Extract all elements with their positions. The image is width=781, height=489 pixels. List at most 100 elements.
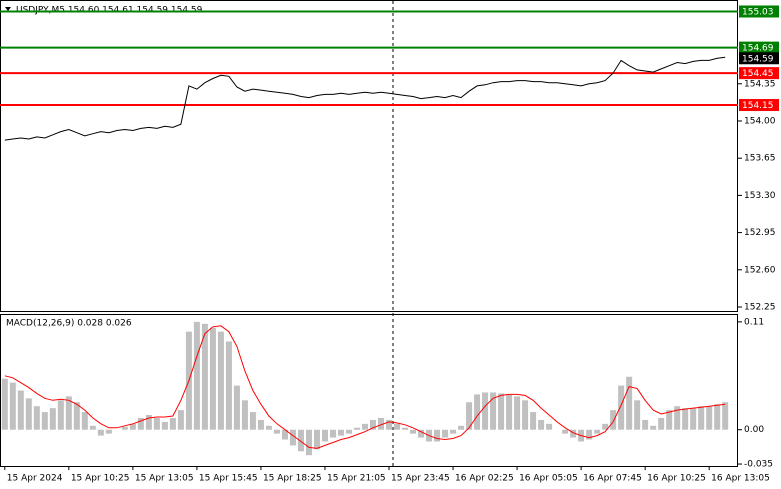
x-tick-label: 16 Apr 05:05 <box>519 474 578 484</box>
macd-bar <box>97 429 104 436</box>
macd-bar <box>418 429 425 438</box>
x-tick-label: 15 Apr 10:25 <box>71 474 130 484</box>
macd-bar <box>562 429 569 434</box>
macd-bar <box>434 429 441 442</box>
macd-bar <box>386 419 393 430</box>
macd-bar <box>442 429 449 438</box>
macd-panel-frame <box>0 314 738 467</box>
macd-bar <box>329 429 336 438</box>
price-label: 154.69 <box>742 44 774 54</box>
price-label: 155.03 <box>742 7 774 17</box>
macd-bar <box>642 419 649 430</box>
macd-bar <box>722 402 729 430</box>
macd-bar <box>9 382 16 430</box>
macd-bar <box>241 400 248 430</box>
macd-bar <box>370 419 377 430</box>
macd-bar <box>522 400 529 430</box>
y-tick-label: 0.11 <box>744 317 764 327</box>
macd-bar <box>618 385 625 430</box>
macd-bar <box>490 392 497 430</box>
macd-bar <box>305 429 312 456</box>
macd-bar <box>514 396 521 430</box>
macd-bar <box>321 429 328 442</box>
macd-bar <box>586 429 593 440</box>
macd-bar <box>161 421 168 430</box>
price-label: 154.59 <box>742 54 774 64</box>
macd-bar <box>666 410 673 430</box>
macd-bar <box>289 429 296 446</box>
y-tick-label: 152.60 <box>744 265 776 275</box>
macd-bar <box>610 410 617 430</box>
macd-bar <box>337 429 344 436</box>
macd-bar <box>265 425 272 430</box>
macd-title: MACD(12,26,9) 0.028 0.026 <box>6 319 132 329</box>
macd-bar <box>602 423 609 430</box>
macd-bar <box>353 427 360 430</box>
macd-bar <box>25 398 32 430</box>
x-tick-label: 16 Apr 07:45 <box>583 474 642 484</box>
x-tick-label: 15 Apr 18:25 <box>263 474 322 484</box>
macd-bar <box>1 378 8 430</box>
macd-bar <box>225 341 232 430</box>
macd-bar <box>137 417 144 430</box>
price-label: 154.15 <box>742 101 774 111</box>
y-tick-label: 154.00 <box>744 116 776 126</box>
macd-bar <box>153 417 160 430</box>
macd-bar <box>41 412 48 430</box>
macd-bar <box>658 417 665 430</box>
macd-bar <box>394 423 401 430</box>
macd-bar <box>345 429 352 434</box>
macd-bar <box>313 429 320 450</box>
y-tick-label: -0.035 <box>744 460 773 470</box>
macd-bar <box>201 323 208 430</box>
x-tick-label: 15 Apr 23:45 <box>391 474 450 484</box>
price-label-box <box>739 67 779 80</box>
macd-bar <box>506 394 513 430</box>
title-marker <box>5 7 11 11</box>
macd-bar <box>257 419 264 430</box>
macd-bar <box>73 402 80 430</box>
macd-bar <box>49 408 56 430</box>
x-tick-label: 16 Apr 10:25 <box>647 474 706 484</box>
macd-bar <box>169 417 176 430</box>
macd-bar <box>281 429 288 440</box>
y-tick-label: 152.25 <box>744 303 776 313</box>
price-panel-frame <box>0 0 738 312</box>
price-label-box <box>739 99 779 112</box>
macd-bar <box>690 408 697 430</box>
macd-bar <box>121 426 128 430</box>
macd-bar <box>458 425 465 430</box>
macd-bar <box>538 419 545 430</box>
macd-bar <box>474 394 481 430</box>
macd-bar <box>209 327 216 430</box>
price-label-box <box>739 41 779 54</box>
macd-bar <box>65 396 72 430</box>
macd-bar <box>402 427 409 430</box>
x-tick-label: 15 Apr 2024 <box>7 474 63 484</box>
macd-bar <box>193 321 200 430</box>
macd-bar <box>297 429 304 452</box>
macd-bar <box>177 410 184 430</box>
y-tick-label: 0.00 <box>744 425 764 435</box>
macd-bar <box>482 392 489 430</box>
macd-bar <box>217 331 224 430</box>
price-label: 154.45 <box>742 69 774 79</box>
macd-bar <box>105 429 112 434</box>
macd-bar <box>466 402 473 430</box>
x-tick-label: 15 Apr 13:05 <box>135 474 194 484</box>
macd-bar <box>546 423 553 430</box>
y-tick-label: 154.35 <box>744 79 776 89</box>
price-label-box <box>739 52 779 65</box>
price-label-box <box>739 5 779 18</box>
y-tick-label: 153.65 <box>744 154 776 164</box>
macd-bar <box>698 406 705 430</box>
macd-bar <box>273 429 280 434</box>
macd-bar <box>570 429 577 438</box>
macd-bar <box>682 408 689 430</box>
x-tick-label: 15 Apr 21:05 <box>327 474 386 484</box>
macd-bar <box>33 406 40 430</box>
macd-bar <box>634 400 641 430</box>
y-tick-label: 153.30 <box>744 191 776 201</box>
macd-bar <box>674 406 681 430</box>
